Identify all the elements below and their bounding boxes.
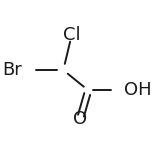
Text: OH: OH bbox=[124, 81, 151, 99]
Text: Br: Br bbox=[3, 61, 22, 79]
Text: O: O bbox=[73, 110, 87, 128]
Text: Cl: Cl bbox=[63, 26, 80, 44]
